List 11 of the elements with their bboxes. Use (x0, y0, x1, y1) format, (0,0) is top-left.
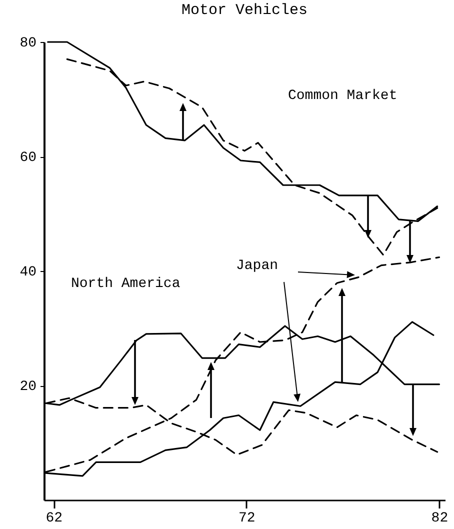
x-tick-label: 62 (46, 510, 63, 526)
annotation: North America (71, 276, 180, 292)
y-tick-label: 60 (20, 150, 36, 166)
annotation: Common Market (288, 88, 398, 104)
x-tick-label: 72 (238, 510, 256, 526)
y-tick-label: 40 (20, 264, 36, 280)
chart-title: Motor Vehicles (181, 2, 308, 19)
y-tick-label: 20 (20, 379, 36, 395)
x-tick-label: 82 (431, 510, 448, 526)
y-tick-label: 80 (20, 36, 36, 52)
annotation: Japan (236, 258, 278, 274)
